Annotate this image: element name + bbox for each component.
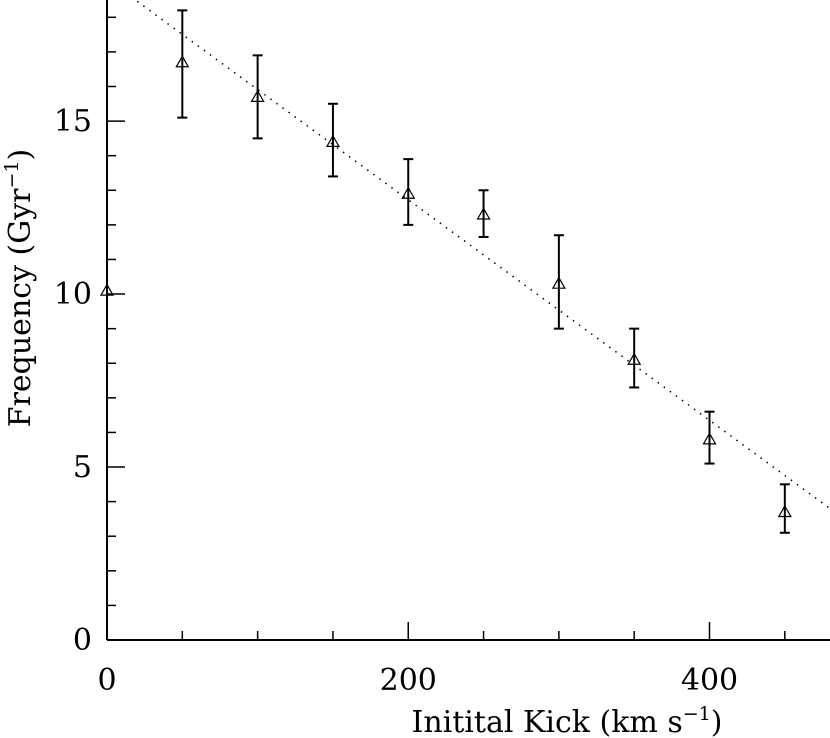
x-tick-label: 400 — [681, 663, 738, 698]
data-point — [551, 234, 566, 330]
data-point — [476, 189, 491, 238]
triangle-marker — [476, 207, 491, 220]
data-point — [627, 327, 642, 389]
data-point — [777, 483, 792, 534]
data-point — [702, 410, 717, 465]
y-tick-label: 0 — [73, 623, 92, 658]
triangle-marker — [551, 276, 566, 289]
triangle-marker — [175, 55, 190, 68]
data-points — [99, 9, 792, 534]
x-tick-label: 200 — [380, 663, 437, 698]
triangle-marker — [702, 432, 717, 445]
y-axis-label: Frequency (Gyr−1) — [1, 149, 38, 428]
y-tick-label: 15 — [54, 104, 92, 139]
data-point — [175, 9, 190, 119]
y-tick-label: 10 — [54, 277, 92, 312]
fit-line-group — [134, 0, 830, 510]
triangle-marker — [401, 186, 416, 199]
data-point — [401, 158, 416, 226]
fit-line — [134, 0, 830, 510]
y-tick-label: 5 — [73, 450, 92, 485]
triangle-marker — [627, 352, 642, 365]
x-tick-label: 0 — [97, 663, 116, 698]
ticks — [106, 16, 786, 641]
triangle-marker — [325, 134, 340, 147]
triangle-marker — [777, 504, 792, 518]
axes — [106, 0, 830, 641]
triangle-marker — [99, 283, 115, 296]
data-point — [325, 102, 340, 178]
data-point — [250, 54, 265, 140]
tick-labels: 0 200 400 0 5 10 15 — [54, 104, 738, 698]
triangle-marker — [250, 89, 265, 102]
data-point — [99, 283, 115, 296]
x-axis-label: Initital Kick (km s−1) — [411, 703, 722, 738]
